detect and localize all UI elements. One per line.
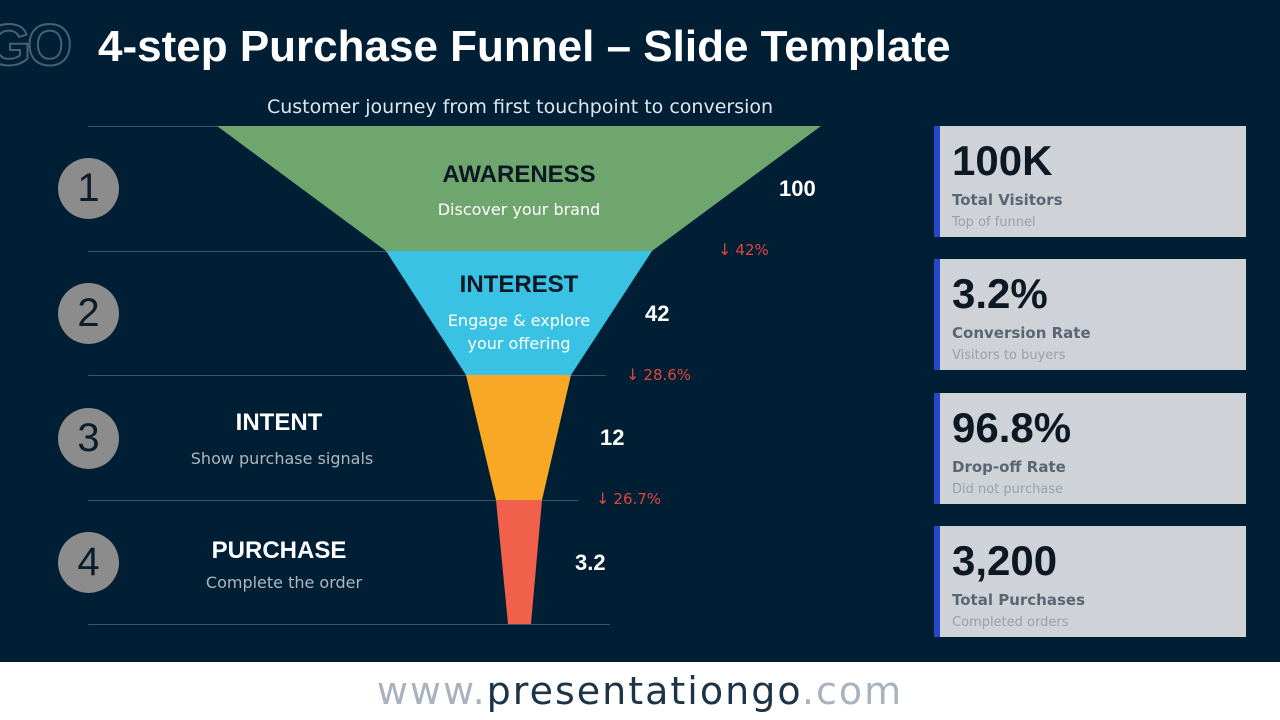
kpi-value: 100K bbox=[952, 137, 1053, 184]
kpi-sublabel: Visitors to buyers bbox=[952, 348, 1066, 363]
row-divider bbox=[88, 375, 606, 376]
arrow-down-icon: ↓ bbox=[718, 240, 732, 259]
stage-label-intent: INTENT bbox=[235, 409, 323, 436]
arrow-down-icon: ↓ bbox=[626, 365, 640, 384]
kpi-value: 3,200 bbox=[952, 537, 1058, 584]
funnel-stage-intent bbox=[466, 375, 571, 500]
slide-title: 4-step Purchase Funnel – Slide Template bbox=[98, 22, 951, 71]
row-divider bbox=[88, 251, 388, 252]
presentationgo-logo-mark: GO bbox=[0, 13, 73, 78]
kpi-label: Total Purchases bbox=[952, 591, 1085, 609]
stage-label-purchase: PURCHASE bbox=[211, 537, 347, 564]
stage-value-purchase: 3.2 bbox=[575, 550, 606, 575]
slide-subtitle: Customer journey from first touchpoint t… bbox=[266, 96, 774, 118]
dropoff-value: 28.6% bbox=[643, 366, 692, 384]
stage-desc-intent: Show purchase signals bbox=[190, 449, 374, 468]
arrow-down-icon: ↓ bbox=[596, 489, 610, 508]
dropoff-awareness-to-interest: ↓ 42% bbox=[718, 240, 769, 260]
stage-desc-awareness: Discover your brand bbox=[437, 200, 601, 219]
stage-label-interest: INTEREST bbox=[459, 271, 579, 298]
kpi-card-total-visitors: 100K Total Visitors Top of funnel bbox=[934, 126, 1246, 237]
funnel-stage-purchase bbox=[496, 500, 542, 624]
footer-url-brand: presentationgo bbox=[486, 669, 802, 713]
stage-label-awareness: AWARENESS bbox=[442, 161, 596, 188]
kpi-card-conversion-rate: 3.2% Conversion Rate Visitors to buyers bbox=[934, 259, 1246, 370]
kpi-label: Conversion Rate bbox=[952, 324, 1091, 342]
kpi-value: 3.2% bbox=[952, 270, 1048, 317]
kpi-card-drop-off-rate: 96.8% Drop-off Rate Did not purchase bbox=[934, 393, 1246, 504]
kpi-value: 96.8% bbox=[952, 404, 1072, 451]
footer-website-link[interactable]: www.presentationgo.com bbox=[0, 668, 1280, 714]
stage-value-awareness: 100 bbox=[779, 176, 816, 201]
stage-value-interest: 42 bbox=[645, 301, 670, 326]
funnel-stage-awareness bbox=[217, 126, 821, 251]
funnel-stage-interest bbox=[386, 251, 652, 375]
dropoff-intent-to-purchase: ↓ 26.7% bbox=[596, 489, 661, 509]
kpi-sublabel: Did not purchase bbox=[952, 482, 1064, 497]
dropoff-interest-to-intent: ↓ 28.6% bbox=[626, 365, 691, 385]
kpi-label: Total Visitors bbox=[952, 191, 1063, 209]
step-number-3: 3 bbox=[58, 408, 119, 469]
footer-url-prefix: www. bbox=[376, 669, 487, 713]
footer-bar: www.presentationgo.com bbox=[0, 662, 1280, 720]
row-divider bbox=[88, 624, 610, 625]
step-number-4: 4 bbox=[58, 532, 119, 593]
step-number-2: 2 bbox=[58, 283, 119, 344]
row-divider bbox=[88, 500, 578, 501]
kpi-sublabel: Top of funnel bbox=[952, 215, 1036, 230]
stage-desc-purchase: Complete the order bbox=[205, 573, 363, 592]
stage-desc-interest: Engage & explore your offering bbox=[447, 311, 591, 353]
step-number-1: 1 bbox=[58, 158, 119, 219]
kpi-sublabel: Completed orders bbox=[952, 615, 1069, 630]
stage-value-intent: 12 bbox=[600, 425, 625, 450]
row-divider bbox=[88, 126, 223, 127]
kpi-card-total-purchases: 3,200 Total Purchases Completed orders bbox=[934, 526, 1246, 637]
dropoff-value: 42% bbox=[735, 241, 769, 259]
footer-url-suffix: .com bbox=[801, 669, 904, 713]
kpi-label: Drop-off Rate bbox=[952, 458, 1066, 476]
dropoff-value: 26.7% bbox=[613, 490, 662, 508]
